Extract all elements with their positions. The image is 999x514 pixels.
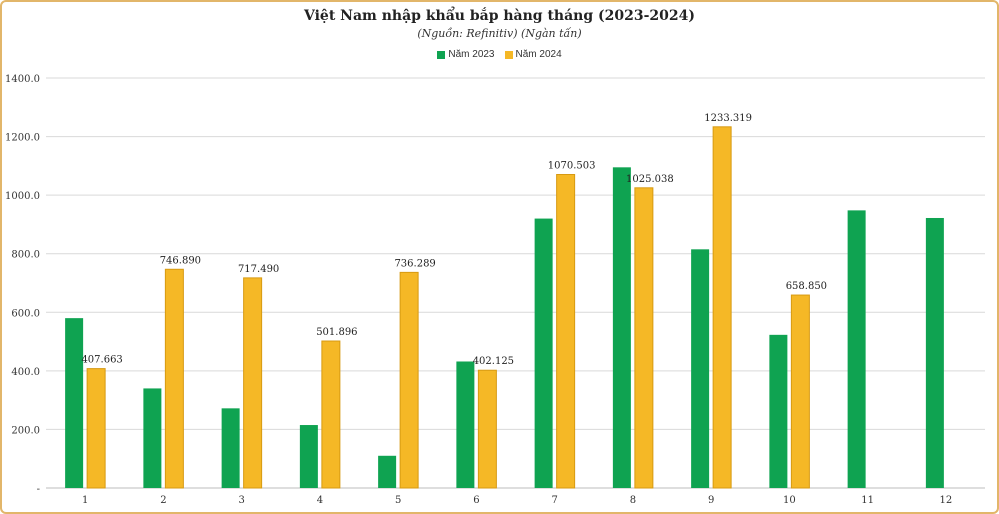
bar-2023 [221, 408, 240, 488]
x-tick-label: 11 [861, 495, 874, 506]
legend-label-2023: Năm 2023 [448, 49, 495, 60]
y-tick-label: 400.0 [11, 367, 40, 378]
data-label: 1233.319 [704, 113, 752, 124]
y-tick-label: 800.0 [11, 250, 40, 261]
x-tick-label: 6 [473, 495, 479, 506]
bar-2024 [243, 277, 263, 489]
bar-2023 [691, 249, 710, 488]
bar-2024 [634, 187, 654, 489]
bar-2024 [321, 340, 341, 489]
y-tick-label: 200.0 [11, 425, 40, 436]
bar-2024 [477, 369, 497, 489]
x-tick-label: 7 [551, 495, 557, 506]
legend-label-2024: Năm 2024 [515, 49, 562, 60]
bar-2024 [790, 294, 810, 489]
bar-2023 [925, 217, 944, 488]
chart-subtitle: (Nguồn: Refinitiv) (Ngàn tấn) [417, 27, 582, 40]
bar-2023 [847, 210, 866, 488]
bar-2023 [456, 361, 475, 488]
data-label: 1025.038 [626, 174, 674, 185]
bar-2024 [556, 173, 576, 489]
data-label: 501.896 [316, 327, 357, 338]
data-label: 736.289 [394, 258, 435, 269]
data-label: 746.890 [160, 255, 201, 266]
data-label: 658.850 [786, 281, 827, 292]
x-tick-label: 8 [630, 495, 636, 506]
bar-2024 [164, 268, 184, 489]
x-tick-label: 4 [317, 495, 323, 506]
y-tick-label: - [37, 484, 40, 495]
bar-2023 [612, 167, 631, 489]
bar-2024 [399, 271, 419, 489]
data-label: 1070.503 [548, 160, 596, 171]
x-tick-label: 3 [238, 495, 244, 506]
bar-2024 [712, 126, 732, 489]
y-tick-label: 1400.0 [5, 74, 40, 85]
bar-2023 [534, 218, 553, 489]
y-tick-label: 1200.0 [5, 133, 40, 144]
bar-2023 [65, 318, 84, 488]
bar-2024 [86, 368, 106, 489]
data-label: 402.125 [473, 356, 514, 367]
data-label: 717.490 [238, 264, 279, 275]
legend-swatch-2024 [504, 50, 513, 59]
x-tick-label: 10 [783, 495, 796, 506]
y-tick-label: 600.0 [11, 308, 40, 319]
legend-item-2024: Năm 2024 [504, 49, 562, 60]
x-tick-label: 9 [708, 495, 714, 506]
chart-title: Việt Nam nhập khẩu bắp hàng tháng (2023-… [304, 8, 695, 24]
x-tick-label: 2 [160, 495, 166, 506]
bar-2023 [143, 388, 162, 488]
data-label: 407.663 [81, 355, 122, 366]
bar-2023 [299, 425, 318, 488]
chart-legend: Năm 2023 Năm 2024 [0, 49, 999, 60]
legend-swatch-2023 [437, 50, 446, 59]
bar-2023 [769, 334, 788, 488]
bar-2023 [378, 455, 397, 488]
y-tick-label: 1000.0 [5, 191, 40, 202]
legend-item-2023: Năm 2023 [437, 49, 495, 60]
x-tick-label: 5 [395, 495, 401, 506]
x-tick-label: 12 [940, 495, 953, 506]
x-tick-label: 1 [82, 495, 88, 506]
